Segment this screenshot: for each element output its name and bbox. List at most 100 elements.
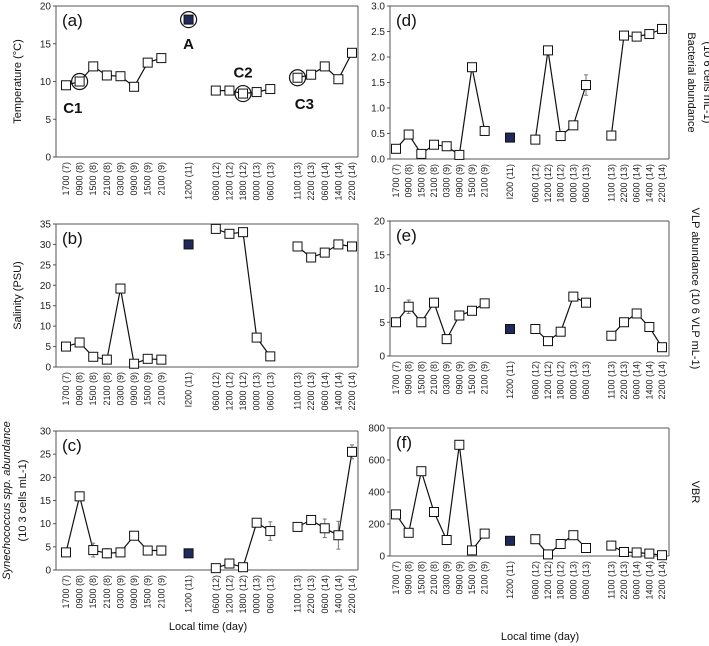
data-point: [129, 358, 140, 369]
data-point: [581, 543, 591, 553]
y-tick-label: 5: [45, 115, 51, 126]
data-point: [657, 23, 667, 34]
data-point: [347, 446, 357, 457]
annotation-label: C1: [63, 100, 82, 117]
x-tick-label: 0000 (13): [568, 164, 578, 203]
y-axis-title: Synechococcus spp. abundance: [1, 421, 13, 579]
x-tick-label: 1100 (13): [293, 372, 303, 410]
x-tick-label: 0900 (8): [404, 164, 414, 198]
x-tick-label: 0600 (14): [632, 561, 642, 600]
data-point: [581, 297, 591, 308]
x-tick-label: 1800 (12): [556, 361, 566, 400]
x-tick-label: 1800 (12): [556, 164, 566, 203]
y-tick-label: 10: [374, 284, 386, 295]
x-tick-label: 0600 (12): [530, 561, 540, 600]
data-point: [129, 530, 140, 541]
x-tick-label: 1400 (14): [644, 164, 654, 203]
x-tick-label: 0600 (13): [581, 561, 591, 600]
x-tick-label: 0600 (14): [632, 361, 642, 400]
x-tick-label: 1100 (13): [293, 575, 303, 613]
data-point: [619, 317, 629, 328]
x-tick-label: 1500 (8): [416, 164, 426, 198]
data-point: [568, 530, 579, 541]
data-point: [416, 148, 427, 159]
x-tick-label: 0600 (13): [265, 575, 275, 614]
x-tick-label: 1200 (12): [543, 361, 553, 400]
y-tick-label: 15: [40, 39, 52, 50]
highlight-circle: [179, 10, 198, 29]
x-tick-label: 0900 (8): [404, 361, 414, 395]
x-tick-label: 0900 (8): [75, 575, 85, 609]
x-tick-label: 1200 (11): [184, 162, 194, 200]
data-point: [391, 509, 401, 520]
x-tick-label: 0600 (13): [265, 372, 275, 411]
y-axis-title-units: (10 6 cells mL-1): [701, 42, 709, 124]
data-point: [292, 521, 303, 532]
data-point: [238, 562, 249, 573]
data-point: [142, 353, 153, 364]
x-tick-label: 2200 (13): [619, 164, 629, 203]
x-tick-label: 0900 (8): [75, 162, 85, 196]
data-point: [265, 351, 276, 362]
x-tick-label: 0000 (13): [252, 162, 262, 201]
panel-label: (a): [62, 11, 83, 30]
data-point: [101, 70, 112, 81]
x-tick-label: 1200 (12): [224, 372, 234, 411]
x-tick-label: 1700 (7): [391, 361, 401, 395]
x-tick-label: 2100 (8): [429, 164, 439, 198]
panel-b: 0 5 10 15 20 25 30 35 1700 (7) 0900 (8) 1500 (8) 21…: [12, 220, 359, 411]
x-tick-label: 2200 (14): [657, 561, 667, 600]
x-tick-label: 0600 (12): [211, 575, 221, 614]
y-tick-label: 800: [368, 424, 385, 435]
x-tick-label: 0000 (13): [568, 561, 578, 600]
data-point: [306, 514, 317, 525]
data-point: [403, 527, 414, 538]
series-line: [65, 496, 162, 554]
y-tick-label: 2.0: [371, 53, 385, 64]
x-tick-label: 2100 (9): [480, 361, 490, 395]
y-tick-label: 15: [40, 301, 52, 312]
data-point: [347, 47, 357, 58]
series-line: [395, 67, 486, 156]
data-point: [403, 301, 414, 312]
x-tick-label: 2100 (9): [156, 162, 166, 196]
x-tick-label: 1700 (7): [391, 561, 401, 595]
y-tick-label: 1.5: [371, 78, 385, 89]
data-point: [606, 330, 617, 341]
data-point: [429, 139, 439, 150]
x-tick-label: 0300 (9): [115, 372, 125, 406]
x-tick-label: 1500 (8): [416, 361, 426, 395]
x-axis-title-left: Local time (day): [169, 621, 247, 633]
panel-a: 0 5 10 15 20 1700 (7) 0900 (8) 1500 (8) 2100 (8)…: [12, 2, 359, 201]
x-tick-label: 1500 (8): [88, 575, 98, 609]
data-point: [319, 523, 330, 534]
series-line: [610, 28, 663, 136]
x-tick-label: 1800 (12): [556, 561, 566, 600]
x-tick-label: 2200 (14): [657, 361, 667, 400]
x-tick-label: 0000 (13): [568, 361, 578, 400]
data-point: [631, 31, 642, 42]
data-point: [61, 341, 71, 352]
x-tick-label: 1500 (9): [467, 561, 477, 595]
highlight-point: [505, 132, 515, 143]
x-tick-label: 1500 (9): [467, 361, 477, 395]
x-tick-label: 1500 (9): [143, 372, 153, 406]
data-point: [606, 130, 617, 141]
x-tick-label: 2100 (8): [429, 361, 439, 395]
x-tick-label: 0000 (13): [252, 575, 262, 614]
y-tick-label: 30: [40, 427, 52, 438]
data-point: [251, 517, 262, 528]
x-tick-label: 1200 (11): [184, 575, 194, 613]
x-tick-label: 2200 (13): [306, 575, 316, 614]
data-point: [333, 239, 344, 250]
data-point: [657, 342, 667, 353]
y-axis-title: Salinity (PSU): [12, 261, 24, 329]
data-point: [467, 545, 477, 556]
data-point: [543, 336, 553, 347]
x-tick-label: 0900 (9): [129, 575, 139, 609]
data-point: [391, 143, 401, 154]
data-point: [644, 321, 655, 332]
series-line: [395, 444, 486, 552]
annotation-label: A: [183, 36, 194, 53]
